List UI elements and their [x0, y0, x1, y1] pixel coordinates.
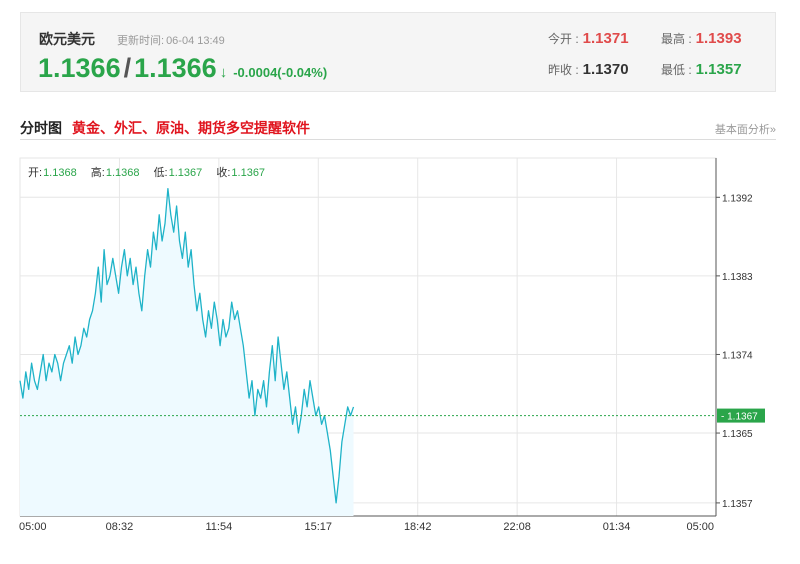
- y-tick-label: 1.1392: [722, 193, 753, 204]
- price-line: 1.1366/1.1366 ↓ -0.0004(-0.04%): [38, 53, 327, 83]
- stat-low-label: 最低 :: [661, 63, 692, 77]
- intraday-chart: 05:00 08:32 11:54 15:17 18:42 22:08 01:34 05:00…: [0, 150, 800, 550]
- y-tick-label: 1.1374: [722, 350, 753, 361]
- x-tick-label: 11:54: [205, 521, 232, 533]
- stat-high: 最高 :1.1393: [661, 30, 742, 47]
- pair-name: 欧元美元: [39, 31, 95, 47]
- price-change: -0.0004(-0.04%): [233, 65, 328, 80]
- ohlc-high-label: 高:: [90, 167, 105, 179]
- price-separator: /: [123, 53, 132, 83]
- y-tick-label: 1.1357: [722, 499, 753, 510]
- price-line-series: [19, 187, 355, 504]
- ohlc-close-value: 1.1367: [231, 167, 266, 179]
- stat-open-label: 今开 :: [548, 32, 579, 46]
- ohlc-close-label: 收:: [216, 167, 231, 179]
- current-price-label: - 1.1367: [721, 412, 758, 423]
- section-bar: 分时图 黄金、外汇、原油、期货多空提醒软件 基本面分析»: [20, 116, 776, 140]
- bid-price: 1.1366: [38, 53, 121, 83]
- stat-open: 今开 :1.1371: [548, 30, 629, 47]
- stat-prev-close-value: 1.1370: [582, 61, 629, 78]
- section-title: 分时图: [20, 120, 62, 136]
- ohlc-open-value: 1.1368: [43, 167, 77, 179]
- stat-open-value: 1.1371: [582, 30, 629, 47]
- stat-prev-close-label: 昨收 :: [548, 63, 579, 77]
- x-tick-label: 08:32: [106, 521, 134, 533]
- x-tick-label: 05:00: [19, 521, 47, 533]
- x-tick-label: 05:00: [686, 521, 714, 533]
- update-time-label: 更新时间:: [117, 35, 165, 47]
- y-tick-label: 1.1365: [722, 429, 753, 440]
- stat-low-value: 1.1357: [695, 61, 742, 78]
- quote-header: 欧元美元 更新时间: 06-04 13:49 1.1366/1.1366 ↓ -0.0…: [20, 12, 776, 92]
- x-tick-label: 01:34: [603, 521, 631, 533]
- ohlc-low-label: 低:: [153, 167, 168, 179]
- ohlc-open-label: 开:: [28, 167, 43, 179]
- ohlc-low-value: 1.1367: [168, 167, 203, 179]
- ask-price: 1.1366: [134, 53, 217, 83]
- intraday-chart-svg: 05:00 08:32 11:54 15:17 18:42 22:08 01:34 05:00…: [19, 157, 765, 533]
- x-tick-label: 18:42: [404, 521, 432, 533]
- stat-prev-close: 昨收 :1.1370: [548, 61, 629, 78]
- stat-low: 最低 :1.1357: [661, 61, 742, 78]
- stat-high-value: 1.1393: [695, 30, 742, 47]
- stat-high-label: 最高 :: [661, 32, 692, 46]
- down-arrow-icon: ↓: [219, 64, 228, 81]
- y-tick-label: 1.1383: [722, 272, 753, 283]
- fundamental-analysis-link[interactable]: 基本面分析»: [714, 124, 776, 136]
- current-price-tag: [717, 408, 765, 423]
- update-time: 更新时间: 06-04 13:49: [115, 32, 225, 48]
- x-tick-label: 15:17: [305, 521, 333, 533]
- ohlc-high-value: 1.1368: [105, 167, 140, 179]
- ohlc-readout: 开:1.1368 高:1.1368 低:1.1367 收:1.1367: [28, 164, 276, 180]
- promo-link[interactable]: 黄金、外汇、原油、期货多空提醒软件: [72, 120, 310, 136]
- x-tick-label: 22:08: [503, 521, 531, 533]
- update-time-value: 06-04 13:49: [166, 35, 225, 47]
